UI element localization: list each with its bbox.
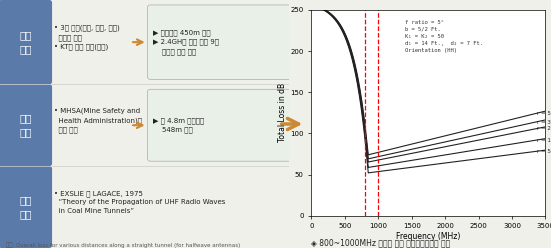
FancyBboxPatch shape xyxy=(148,5,295,79)
Text: r = 1000 Ft.: r = 1000 Ft. xyxy=(537,138,551,143)
FancyArrowPatch shape xyxy=(282,119,299,129)
Text: • 3개 광산(삼호, 서진, 제청)
  에서의 시험
• KT의 측정 시험(서진): • 3개 광산(삼호, 서진, 제청) 에서의 시험 • KT의 측정 시험(서… xyxy=(53,25,119,50)
Text: 주돌: Overall loss for various distances along a straight tunnel (for halfwave ant: 주돌: Overall loss for various distances a… xyxy=(6,242,240,248)
FancyBboxPatch shape xyxy=(0,166,52,248)
Text: f ratio = 5°
b = 5/2 Ft.
K₁ = K₂ = 50
d₁ = 14 Ft.,  d₂ = 7 Ft.
Orientation (HH): f ratio = 5° b = 5/2 Ft. K₁ = K₂ = 50 d₁… xyxy=(405,20,483,53)
Text: • EXSLIE 및 LAGACE, 1975
  “Theory of the Propagation of UHF Radio Waves
  in Coa: • EXSLIE 및 LAGACE, 1975 “Theory of the P… xyxy=(53,190,225,214)
Text: 미국
시험: 미국 시험 xyxy=(19,114,31,137)
Text: ▶ 폭 4.8m 갱도에서
    548m 도달: ▶ 폭 4.8m 갱도에서 548m 도달 xyxy=(153,117,204,133)
Text: • MHSA(Mine Safety and
  Health Administration)의
  측정 시험: • MHSA(Mine Safety and Health Administra… xyxy=(53,108,142,133)
Text: r = 5000 Ft.: r = 5000 Ft. xyxy=(537,111,551,116)
FancyBboxPatch shape xyxy=(0,0,52,84)
Text: 연구
사례: 연구 사례 xyxy=(19,195,31,219)
Text: ◈ 800~1000MHz 대역이 갱내 무선전파용으로 최적: ◈ 800~1000MHz 대역이 갱내 무선전파용으로 최적 xyxy=(311,239,451,248)
Text: ▶ 직선거리 450m 도달
▶ 2.4GH에 비해 최대 9배
    이상의 도달 거리: ▶ 직선거리 450m 도달 ▶ 2.4GH에 비해 최대 9배 이상의 도달 … xyxy=(153,29,219,55)
Y-axis label: Total Loss in dB: Total Loss in dB xyxy=(278,83,288,142)
FancyBboxPatch shape xyxy=(148,89,295,161)
Text: r = 500 Ft.: r = 500 Ft. xyxy=(537,149,551,154)
Text: 국내
시험: 국내 시험 xyxy=(19,31,31,54)
Text: r = 3000 Ft.: r = 3000 Ft. xyxy=(537,120,551,124)
FancyBboxPatch shape xyxy=(0,84,52,166)
X-axis label: Frequency (MHz): Frequency (MHz) xyxy=(396,232,461,241)
Text: r = 2000 Ft.: r = 2000 Ft. xyxy=(537,126,551,131)
